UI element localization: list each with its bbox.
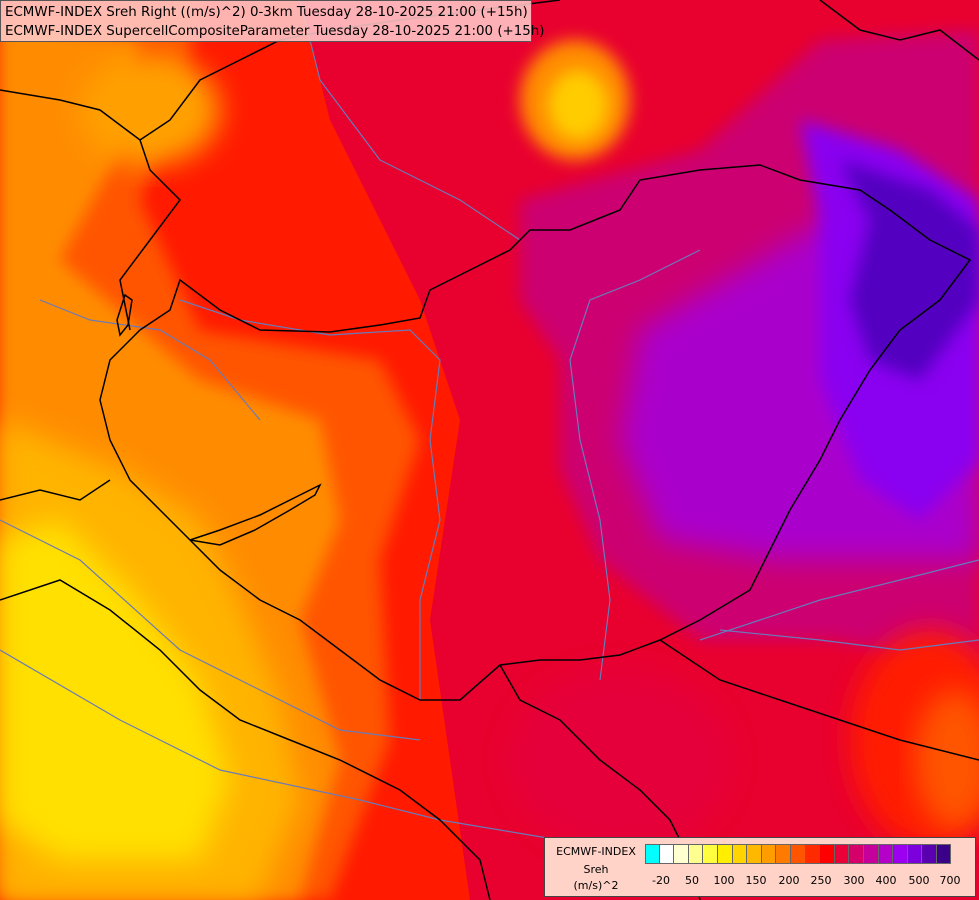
legend-swatch <box>674 844 689 864</box>
lake-neusiedl <box>116 293 133 337</box>
legend-tick-label: 500 <box>908 874 930 887</box>
legend-swatch <box>688 844 704 864</box>
legend-tick-label: 300 <box>843 874 865 887</box>
legend-swatch <box>805 844 821 864</box>
river-north <box>299 0 521 241</box>
legend-swatch <box>863 844 879 864</box>
legend-swatch <box>747 844 762 864</box>
legend-variable: Sreh <box>583 863 609 876</box>
legend-swatch <box>717 844 733 864</box>
legend-swatch <box>732 844 748 864</box>
legend-tick-label: 250 <box>810 874 832 887</box>
legend-swatch <box>776 844 791 864</box>
legend-swatch <box>936 844 952 864</box>
river-west <box>39 299 261 421</box>
legend-color-scale <box>645 844 952 864</box>
border-northeast <box>819 0 979 61</box>
map-title-line-2: ECMWF-INDEX SupercellCompositeParameter … <box>5 24 545 39</box>
legend-model-name: ECMWF-INDEX <box>556 845 636 858</box>
legend-swatch <box>790 844 806 864</box>
field-yellow-southwest <box>0 520 230 860</box>
legend-unit: (m/s)^2 <box>573 879 619 892</box>
legend-tick-label: 200 <box>778 874 800 887</box>
border-southwest <box>0 579 491 900</box>
river-tisza <box>569 249 701 681</box>
border-hungary <box>99 164 972 701</box>
legend-swatch <box>820 844 835 864</box>
field-indigo-east <box>840 160 979 380</box>
lake-balaton <box>189 483 322 546</box>
legend-tick-label: 50 <box>685 874 699 887</box>
river-east <box>699 559 979 641</box>
field-orange-northwest <box>80 55 220 165</box>
legend-tick-label: -20 <box>652 874 670 887</box>
legend-tick-label: 700 <box>939 874 961 887</box>
legend-swatch <box>645 844 660 864</box>
map-title-line-1: ECMWF-INDEX Sreh Right ((m/s)^2) 0-3km T… <box>5 5 528 20</box>
legend-tick-label: 150 <box>745 874 767 887</box>
legend-swatch <box>907 844 923 864</box>
legend-swatch <box>922 844 937 864</box>
border-west-1 <box>119 139 181 331</box>
legend-swatch <box>761 844 777 864</box>
river-drava <box>0 519 421 741</box>
legend-swatch <box>849 844 864 864</box>
legend-swatch <box>659 844 675 864</box>
rivers <box>0 0 979 841</box>
field-yellow-north <box>548 70 608 140</box>
color-legend: ECMWF-INDEX Sreh (m/s)^2 -20 50 100 150 200 2… <box>544 837 976 897</box>
border-west-2 <box>0 479 111 501</box>
legend-swatch <box>893 844 908 864</box>
legend-swatch <box>878 844 894 864</box>
border-southeast <box>659 639 979 761</box>
field-orange-southeast <box>915 690 979 830</box>
river-mures <box>719 629 979 651</box>
river-danube <box>179 299 441 700</box>
legend-tick-label: 100 <box>713 874 735 887</box>
river-sava <box>0 649 561 841</box>
legend-swatch <box>703 844 718 864</box>
map-title-box: ECMWF-INDEX Sreh Right ((m/s)^2) 0-3km T… <box>0 0 545 42</box>
field-crimson-south <box>510 670 730 850</box>
legend-swatch <box>834 844 850 864</box>
legend-tick-label: 400 <box>875 874 897 887</box>
